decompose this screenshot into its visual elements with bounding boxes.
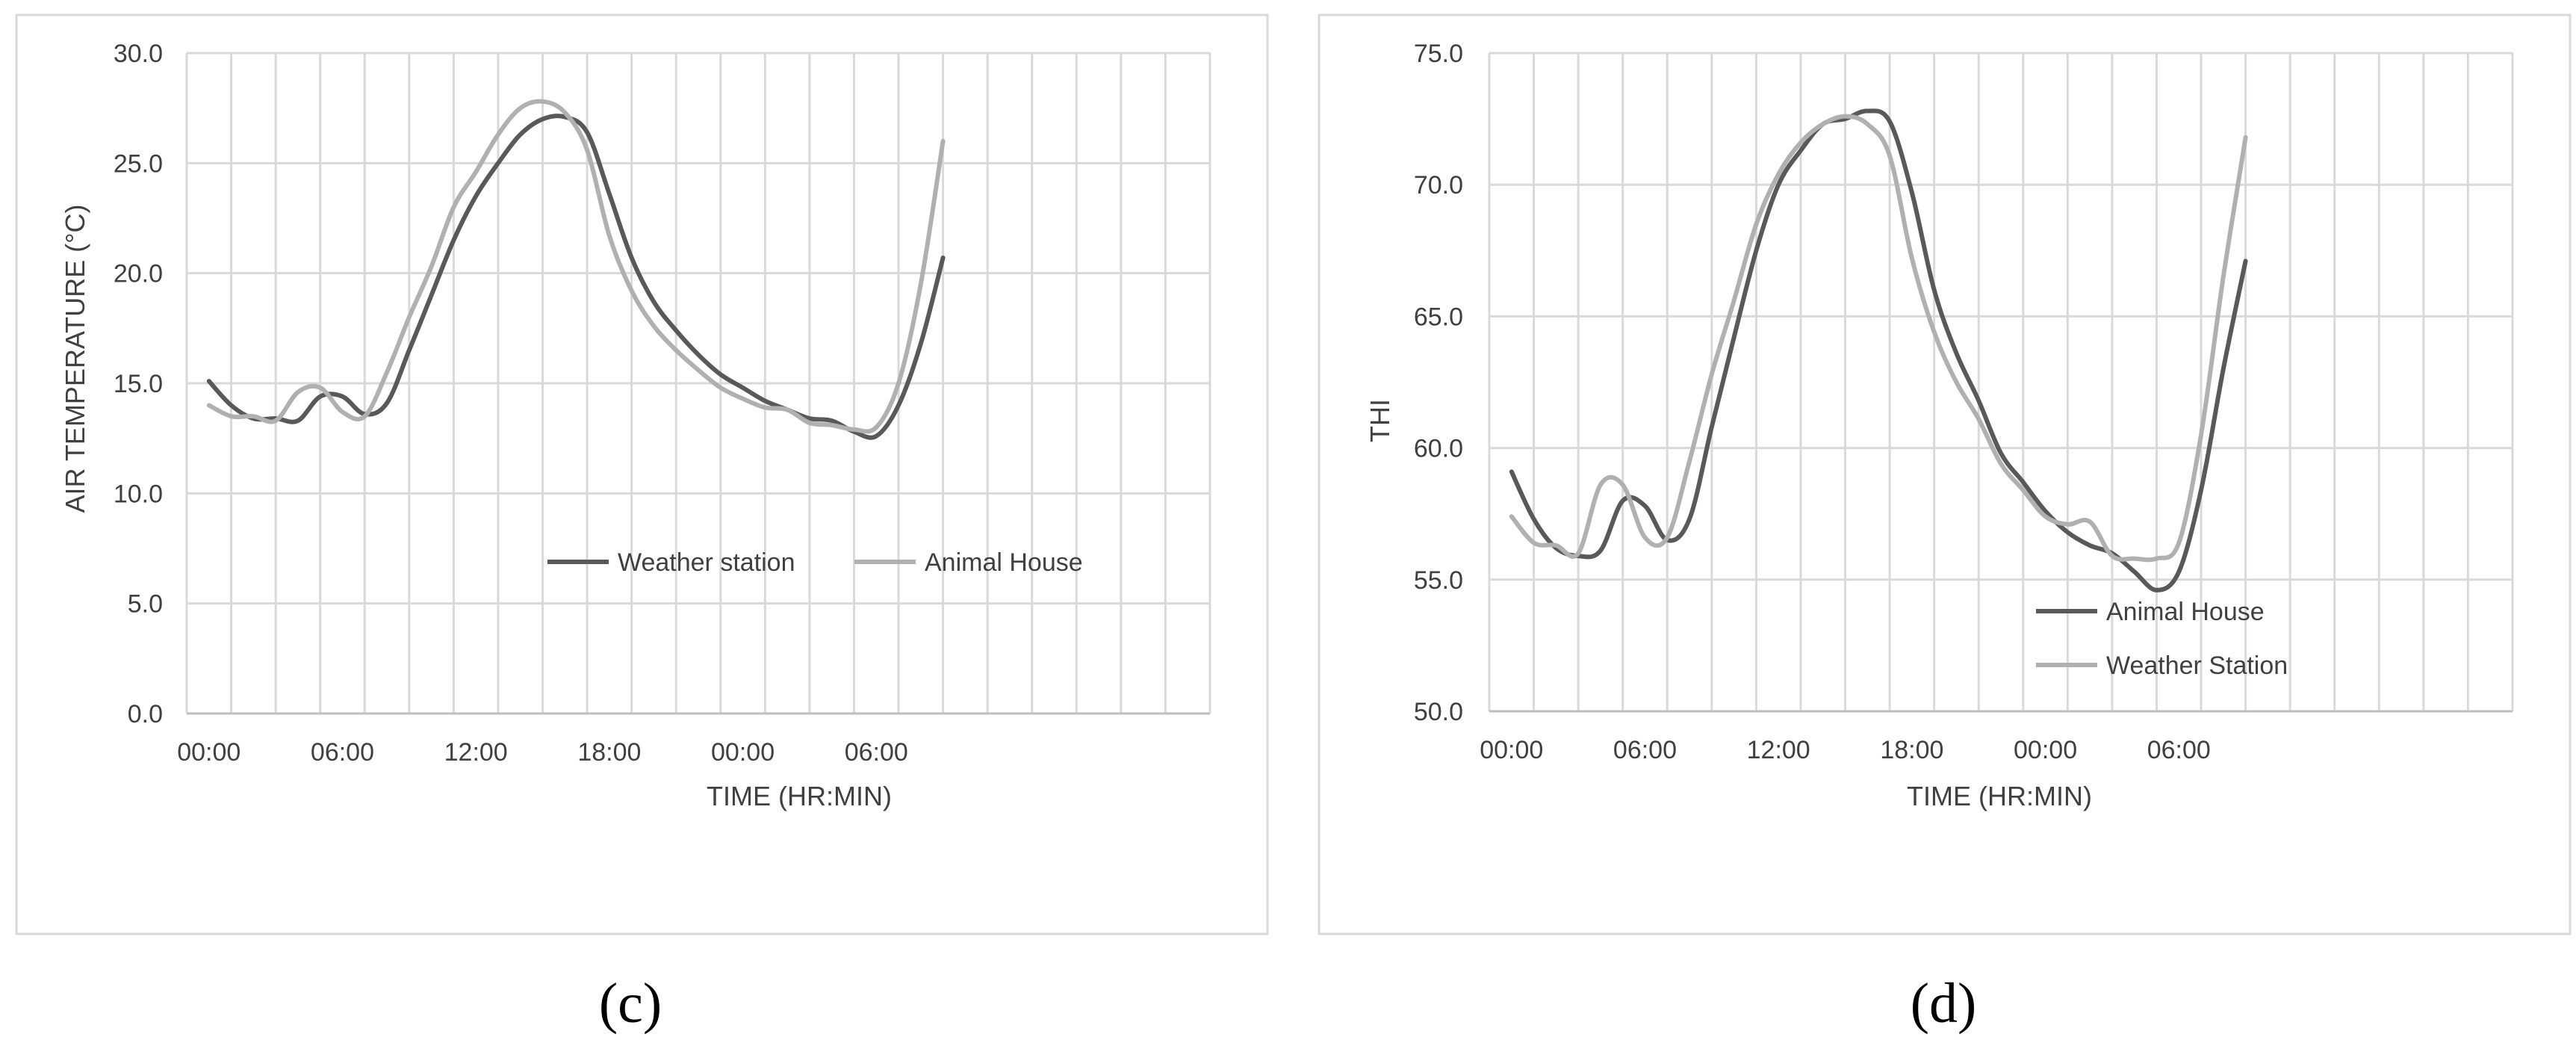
- x-tick-label: 06:00: [2147, 736, 2211, 764]
- y-tick-label: 75.0: [1414, 40, 1463, 68]
- y-axis-label: AIR TEMPERATURE (°C): [60, 204, 90, 513]
- y-tick-label: 10.0: [114, 480, 163, 508]
- legend-label: Weather Station: [2106, 652, 2288, 680]
- x-tick-label: 06:00: [311, 738, 374, 767]
- x-tick-label: 00:00: [2014, 736, 2077, 764]
- y-tick-label: 15.0: [114, 370, 163, 398]
- y-tick-label: 50.0: [1414, 698, 1463, 726]
- x-tick-label: 12:00: [1747, 736, 1810, 764]
- chart-panel-d: 50.0 55.0 60.0 65.0 70.0 75.0 00:00 06:00 12:00…: [1291, 0, 2576, 1046]
- legend-label: Weather station: [618, 548, 795, 577]
- x-tick-label: 00:00: [1480, 736, 1543, 764]
- series-line-2: [1509, 114, 2248, 563]
- y-tick-label: 60.0: [1414, 435, 1463, 463]
- y-tick-label: 55.0: [1414, 566, 1463, 595]
- x-tick-label: 00:00: [711, 738, 775, 767]
- series-line-2: [206, 99, 946, 434]
- x-axis-label: TIME (HR:MIN): [707, 781, 892, 811]
- chart-c: 0.0 5.0 10.0 15.0 20.0 25.0 30.0 00:00 06:00 12:…: [15, 13, 1269, 1035]
- y-tick-label: 30.0: [114, 40, 163, 68]
- series-line-1: [206, 114, 946, 440]
- legend-label: Animal House: [2106, 598, 2265, 626]
- chart-d: 50.0 55.0 60.0 65.0 70.0 75.0 00:00 06:00 12:00…: [1318, 13, 2572, 1035]
- x-tick-label: 12:00: [444, 738, 508, 767]
- x-tick-label: 06:00: [845, 738, 908, 767]
- y-tick-label: 70.0: [1414, 171, 1463, 199]
- chart-panel-c: 0.0 5.0 10.0 15.0 20.0 25.0 30.0 00:00 06:00 12:…: [0, 0, 1285, 1046]
- y-tick-label: 20.0: [114, 260, 163, 288]
- x-tick-label: 18:00: [1880, 736, 1943, 764]
- legend-label: Animal House: [925, 548, 1083, 577]
- y-tick-label: 65.0: [1414, 303, 1463, 331]
- y-tick-label: 5.0: [128, 590, 163, 619]
- y-tick-label: 0.0: [128, 700, 163, 728]
- y-axis-label: THI: [1365, 399, 1395, 442]
- caption-d: (d): [1911, 972, 1977, 1035]
- x-tick-label: 00:00: [177, 738, 240, 767]
- x-axis-label: TIME (HR:MIN): [1907, 781, 2092, 811]
- y-tick-label: 25.0: [114, 149, 163, 178]
- caption-c: (c): [599, 972, 662, 1035]
- chart-frame: [15, 13, 1269, 935]
- x-tick-label: 06:00: [1613, 736, 1677, 764]
- series-line-1: [1509, 108, 2248, 592]
- x-tick-label: 18:00: [577, 738, 641, 767]
- chart-frame: [1318, 13, 2572, 935]
